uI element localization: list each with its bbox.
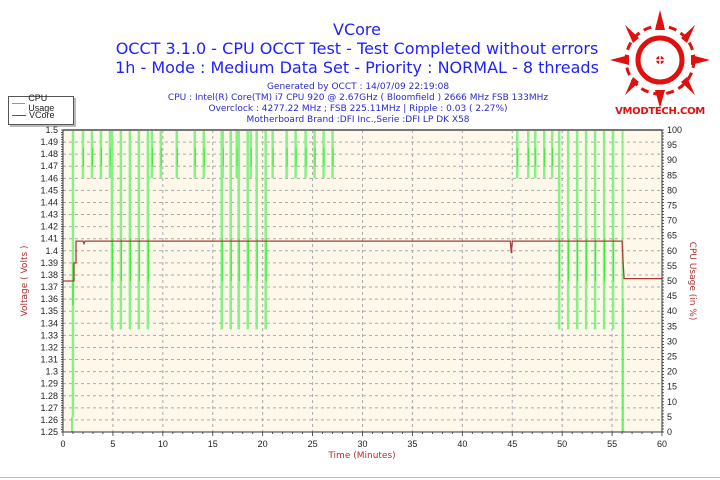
y-tick-label: 1.27 xyxy=(40,403,58,413)
y2-tick-label: 25 xyxy=(667,352,677,362)
y-tick-label: 1.46 xyxy=(40,173,58,183)
y-tick-label: 1.36 xyxy=(40,294,58,304)
y2-tick-label: 5 xyxy=(667,412,672,422)
x-tick-label: 20 xyxy=(258,439,268,449)
y-tick-label: 1.45 xyxy=(40,185,58,195)
logo-text: VMODTECH.COM xyxy=(615,106,705,117)
y-tick-label: 1.42 xyxy=(40,222,58,232)
x-tick-label: 45 xyxy=(507,439,517,449)
x-tick-label: 35 xyxy=(407,439,417,449)
y2-tick-label: 60 xyxy=(667,246,677,256)
cpu-info: CPU : Intel(R) Core(TM) i7 CPU 920 @ 2.6… xyxy=(167,93,549,103)
y2-tick-label: 90 xyxy=(667,155,677,165)
y-tick-label: 1.4 xyxy=(45,246,58,256)
x-tick-label: 0 xyxy=(60,439,65,449)
x-tick-label: 30 xyxy=(357,439,367,449)
legend-swatch-red xyxy=(12,114,26,116)
y2-axis-title: CPU Usage (in %) xyxy=(687,242,697,321)
y2-tick-label: 50 xyxy=(667,276,677,286)
y2-tick-label: 10 xyxy=(667,397,677,407)
y-tick-label: 1.5 xyxy=(45,125,58,135)
motherboard-info: Motherboard Brand :DFI Inc.,Serie :DFI L… xyxy=(246,115,470,125)
chart-title: VCore xyxy=(333,20,381,39)
x-axis-title: Time (Minutes) xyxy=(327,451,395,461)
y2-tick-label: 75 xyxy=(667,201,677,211)
y-tick-label: 1.37 xyxy=(40,282,58,292)
y-tick-label: 1.48 xyxy=(40,149,58,159)
y-tick-label: 1.39 xyxy=(40,258,58,268)
legend-label: VCore xyxy=(29,110,55,120)
y-tick-label: 1.38 xyxy=(40,270,58,280)
generated-info: Generated by OCCT : 14/07/09 22:19:08 xyxy=(266,82,450,92)
legend-item-vcore: VCore xyxy=(9,109,73,121)
circuit-gear-icon xyxy=(610,10,710,108)
legend-label: CPU Usage xyxy=(28,93,55,113)
vcore-line xyxy=(63,240,662,282)
y-tick-label: 1.43 xyxy=(40,210,58,220)
overclock-info: Overclock : 4277.22 MHz ; FSB 225.11MHz … xyxy=(208,104,508,114)
test-mode: 1h - Mode : Medium Data Set - Priority :… xyxy=(115,58,599,77)
y2-tick-label: 45 xyxy=(667,291,677,301)
y-tick-label: 1.25 xyxy=(40,427,58,437)
y2-tick-label: 70 xyxy=(667,216,677,226)
y-tick-label: 1.47 xyxy=(40,161,58,171)
test-summary: OCCT 3.1.0 - CPU OCCT Test - Test Comple… xyxy=(115,39,599,58)
frame-divider xyxy=(0,477,720,478)
y2-tick-label: 95 xyxy=(667,140,677,150)
y2-tick-label: 30 xyxy=(667,336,677,346)
legend-swatch-green xyxy=(12,102,26,104)
y2-tick-label: 15 xyxy=(667,382,677,392)
y-axis-title: Voltage ( Volts ) xyxy=(20,245,30,316)
y2-tick-label: 35 xyxy=(667,321,677,331)
y2-tick-label: 40 xyxy=(667,306,677,316)
y2-tick-label: 55 xyxy=(667,261,677,271)
y-tick-label: 1.28 xyxy=(40,391,58,401)
y2-tick-label: 80 xyxy=(667,185,677,195)
x-tick-label: 60 xyxy=(657,439,667,449)
x-tick-label: 55 xyxy=(607,439,617,449)
x-tick-label: 10 xyxy=(158,439,168,449)
y-tick-label: 1.34 xyxy=(40,318,58,328)
y-tick-label: 1.29 xyxy=(40,379,58,389)
x-tick-label: 15 xyxy=(208,439,218,449)
x-tick-label: 50 xyxy=(557,439,567,449)
y-tick-label: 1.35 xyxy=(40,306,58,316)
y-tick-label: 1.33 xyxy=(40,330,58,340)
y2-tick-label: 85 xyxy=(667,170,677,180)
y-tick-label: 1.41 xyxy=(40,234,58,244)
y2-tick-label: 20 xyxy=(667,367,677,377)
x-tick-label: 25 xyxy=(308,439,318,449)
y-tick-label: 1.49 xyxy=(40,137,58,147)
vmodtech-logo: VMODTECH.COM xyxy=(605,8,715,123)
legend-item-cpu-usage: CPU Usage xyxy=(9,93,73,113)
y2-tick-label: 65 xyxy=(667,231,677,241)
y-tick-label: 1.44 xyxy=(40,197,58,207)
y2-tick-label: 100 xyxy=(667,125,682,135)
y2-tick-label: 0 xyxy=(667,427,672,437)
y-tick-label: 1.32 xyxy=(40,342,58,352)
y-tick-label: 1.31 xyxy=(40,355,58,365)
x-tick-label: 5 xyxy=(110,439,115,449)
y-tick-label: 1.3 xyxy=(45,367,58,377)
y-tick-label: 1.26 xyxy=(40,415,58,425)
x-tick-label: 40 xyxy=(457,439,467,449)
chart-legend: CPU Usage VCore xyxy=(8,93,74,125)
